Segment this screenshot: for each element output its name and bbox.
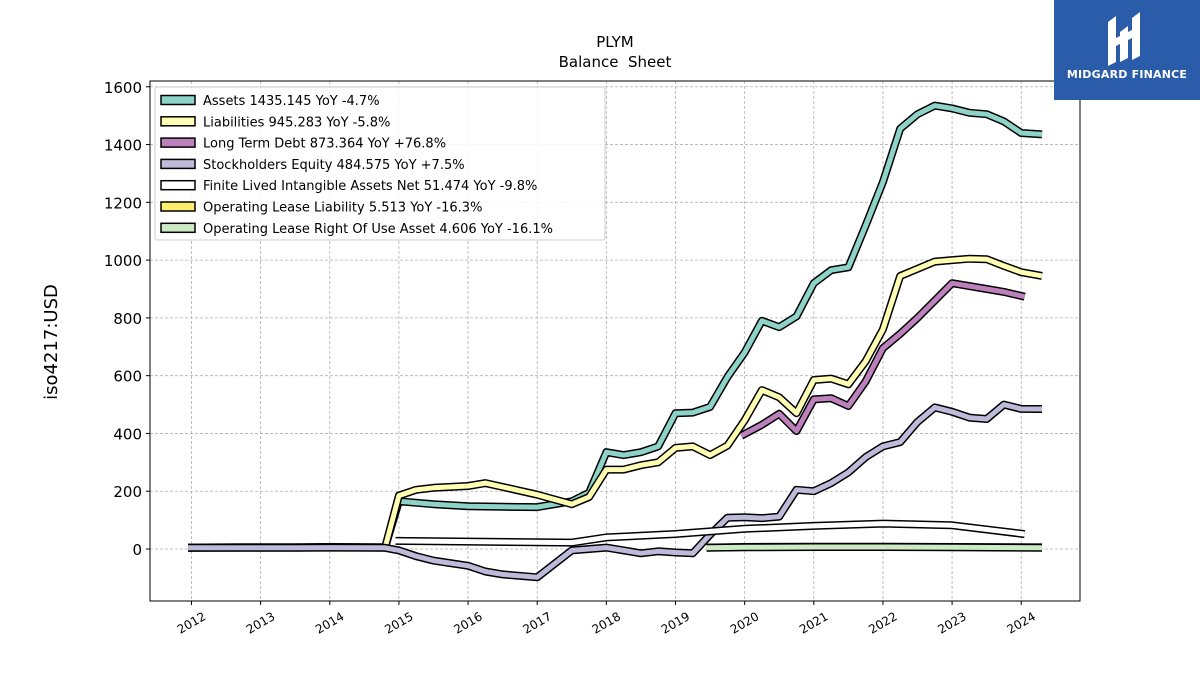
x-tick-label: 2016: [451, 609, 484, 636]
series-line: [188, 402, 1043, 580]
legend-swatch: [160, 201, 196, 212]
x-tick-label: 2014: [313, 609, 346, 636]
legend-swatch: [160, 179, 196, 191]
legend-swatch: [160, 222, 196, 234]
x-tick-label: 2020: [728, 609, 761, 636]
legend-label: Operating Lease Right Of Use Asset 4.606…: [203, 222, 553, 237]
x-tick-label: 2015: [382, 609, 415, 636]
y-tick-label: 400: [113, 425, 142, 443]
legend: Assets 1435.145 YoY -4.7% Liabilities 945…: [154, 86, 606, 241]
legend-label: Finite Lived Intangible Assets Net 51.47…: [203, 179, 537, 194]
x-tick-label: 2018: [590, 609, 623, 636]
legend-label: Stockholders Equity 484.575 YoY +7.5%: [203, 158, 465, 173]
series-lines: [187, 101, 1043, 582]
y-tick-label: 1600: [104, 79, 142, 97]
x-tick-label: 2013: [244, 609, 277, 636]
x-tick-label: 2023: [935, 609, 968, 636]
legend-label: Liabilities 945.283 YoY -5.8%: [203, 115, 390, 130]
x-tick-label: 2024: [1004, 609, 1037, 636]
series-long-term-debt: [739, 279, 1026, 440]
legend-swatch: [160, 94, 196, 106]
series-finite-lived-intangible-assets-net: [395, 519, 1026, 547]
midgard-finance-logo: MIDGARD FINANCE: [1054, 0, 1200, 100]
y-tick-label: 0: [132, 541, 142, 559]
series-liabilities: [187, 254, 1043, 552]
series-line: [706, 544, 1043, 551]
series-line: [395, 521, 1026, 546]
x-tick-label: 2012: [175, 609, 208, 636]
y-tick-label: 1400: [104, 137, 142, 155]
series-line: [187, 256, 1043, 551]
y-tick-label: 1000: [104, 252, 142, 270]
x-tick-label: 2019: [659, 609, 692, 636]
legend-swatch: [160, 158, 196, 170]
legend-label: Long Term Debt 873.364 YoY +76.8%: [203, 137, 446, 152]
x-tick-label: 2021: [797, 609, 830, 636]
x-tick-label: 2017: [520, 609, 553, 636]
y-tick-label: 1200: [104, 194, 142, 212]
series-operating-lease-right-of-use-asset: [706, 543, 1043, 552]
series-line-outline: [187, 254, 1043, 552]
series-line: [187, 103, 1043, 551]
x-tick-label: 2022: [866, 609, 899, 636]
legend-label: Assets 1435.145 YoY -4.7%: [203, 94, 380, 109]
y-tick-label: 200: [113, 483, 142, 501]
series-line: [740, 280, 1026, 439]
chart-title: PLYM: [596, 33, 634, 51]
legend-swatch: [160, 116, 196, 127]
logo-text: MIDGARD FINANCE: [1066, 68, 1188, 81]
y-tick-label: 600: [113, 368, 142, 386]
legend-label: Operating Lease Liability 5.513 YoY -16.…: [203, 201, 482, 216]
y-axis-label: iso4217:USD: [41, 284, 62, 400]
midgard-logo-icon: [1108, 12, 1140, 66]
legend-swatch: [160, 137, 196, 148]
chart-subtitle: Balance Sheet: [559, 53, 672, 71]
legend-box: [154, 86, 606, 241]
series-stockholders-equity: [188, 400, 1043, 582]
grid: [150, 81, 1080, 601]
series-assets: [187, 101, 1043, 552]
y-tick-label: 800: [113, 310, 142, 328]
plot-frame: [149, 80, 1081, 602]
